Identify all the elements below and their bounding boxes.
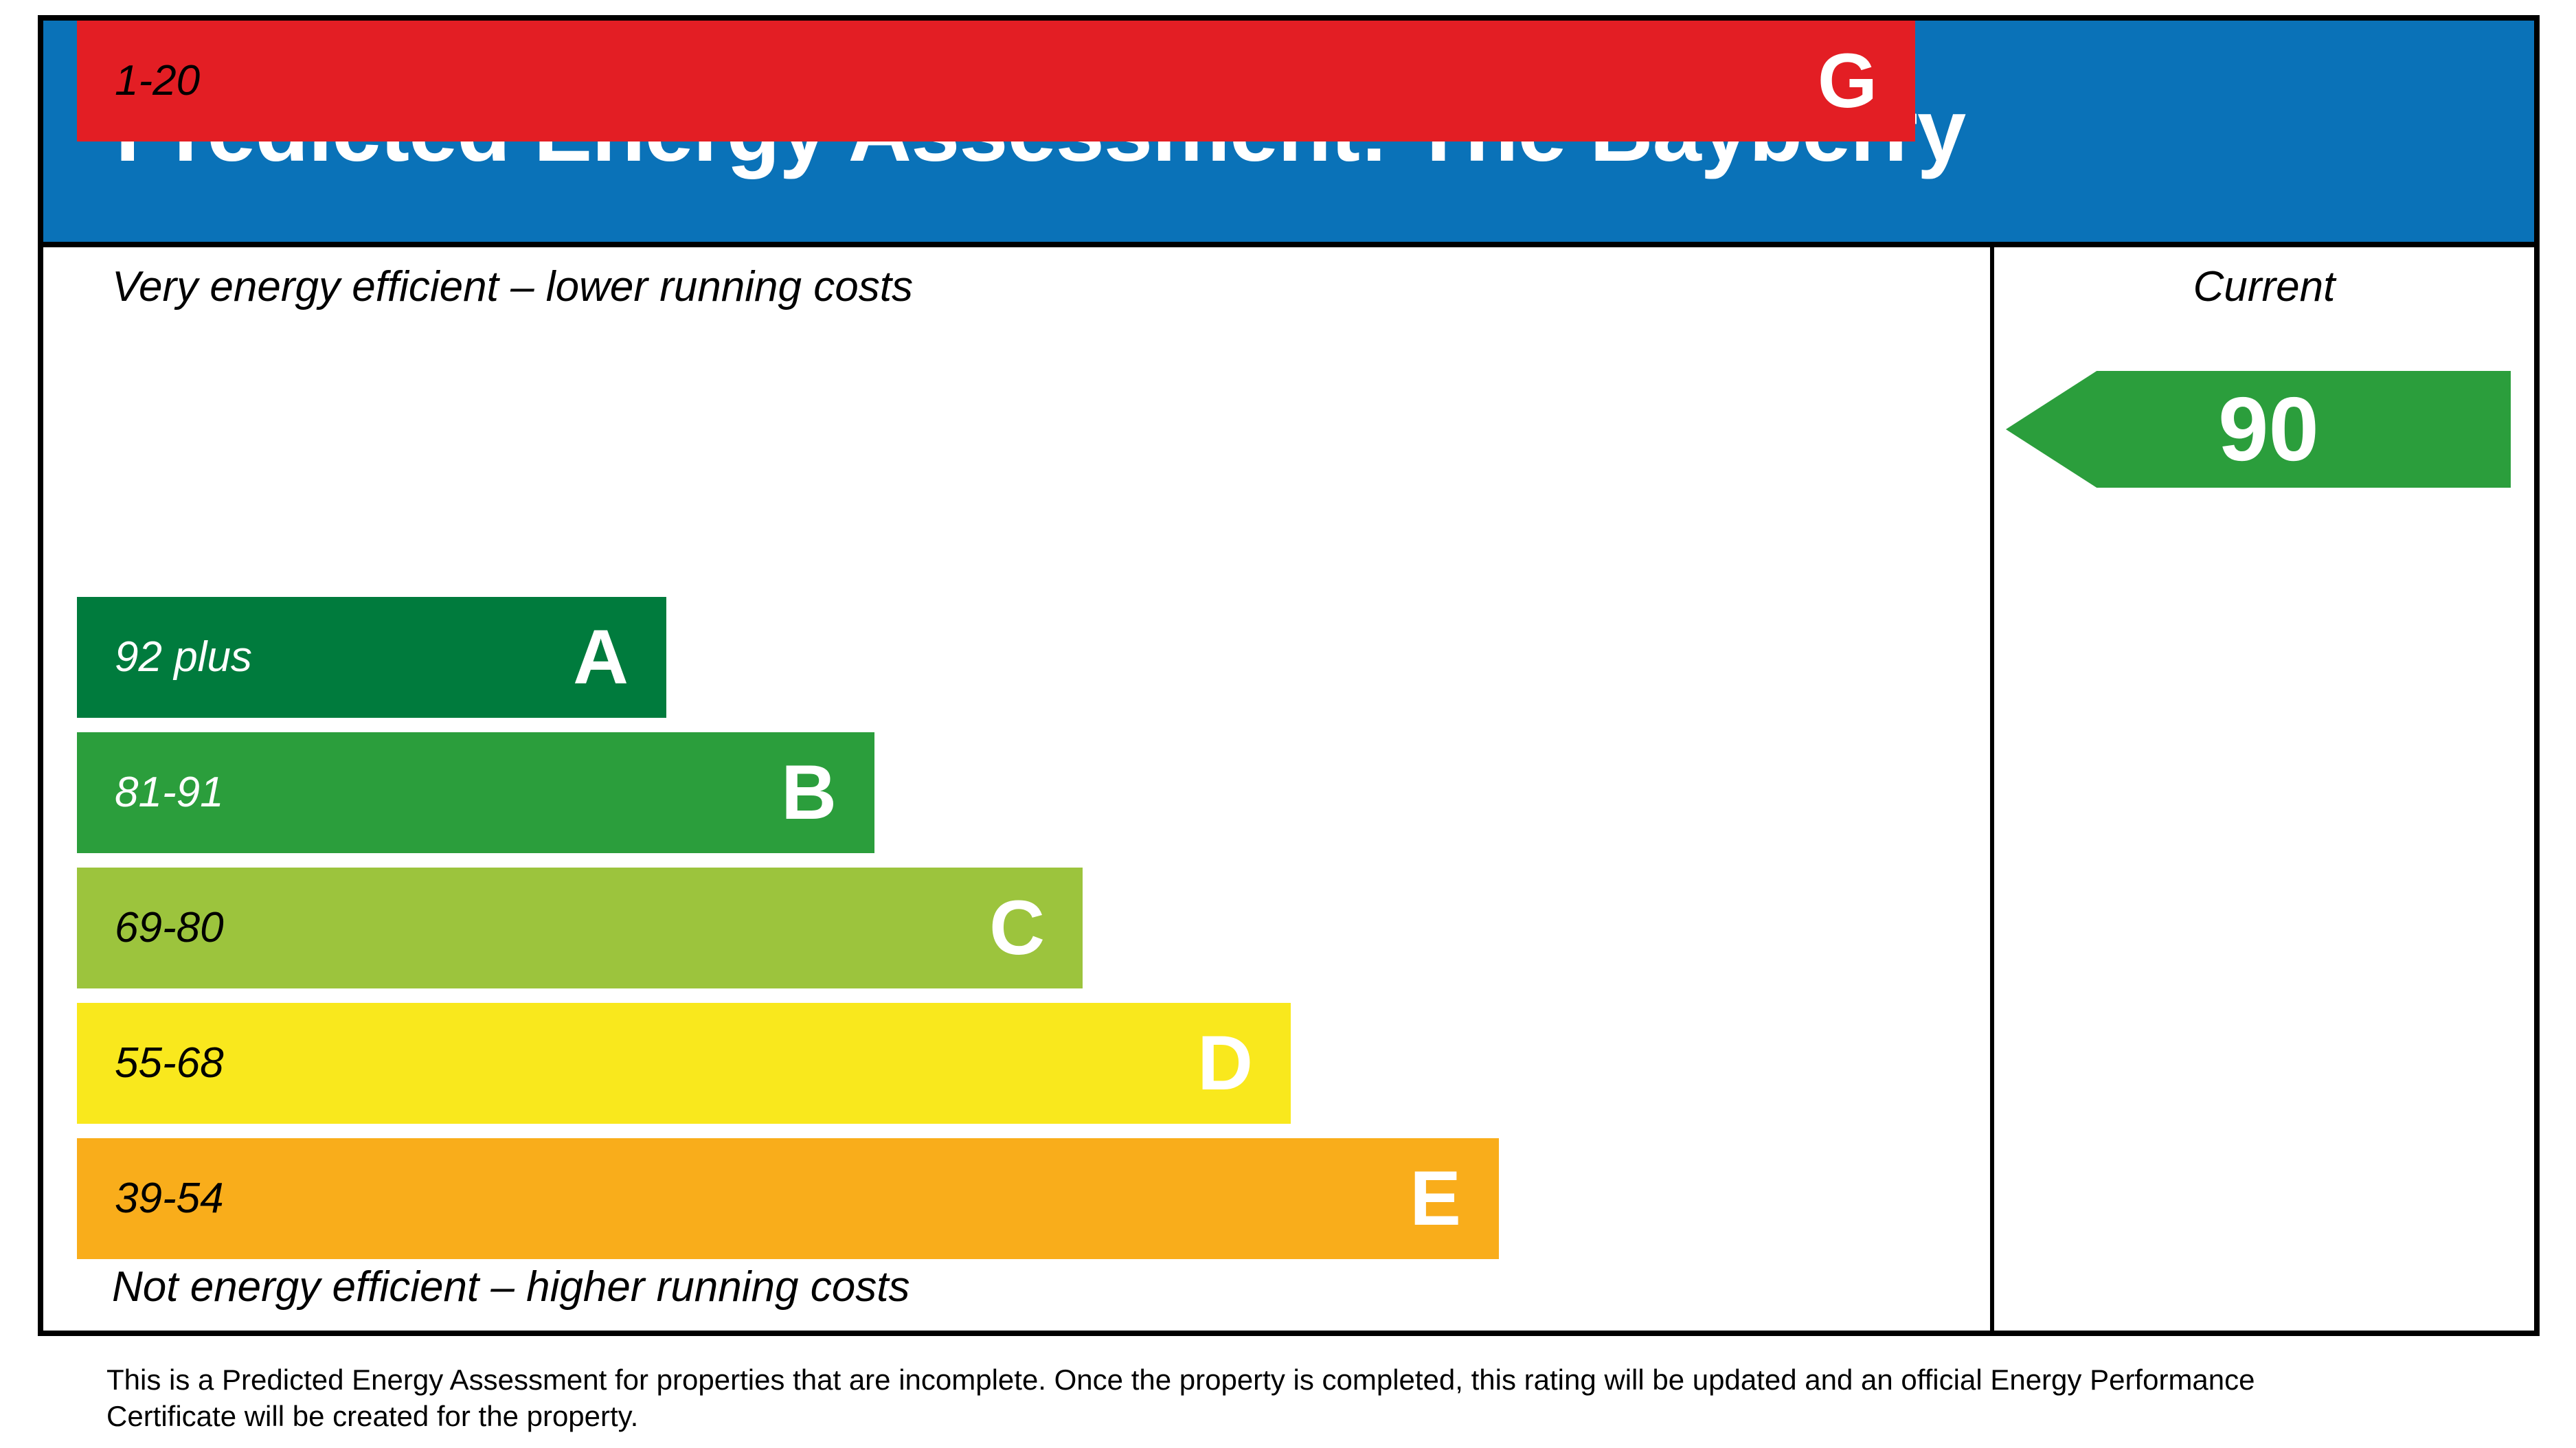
band-letter: C xyxy=(989,885,1045,971)
current-column-header: Current xyxy=(2193,263,2336,310)
band-bar-e: 39-54 E xyxy=(77,1138,1499,1259)
band-letter: B xyxy=(781,749,837,835)
band-range-label: 92 plus xyxy=(115,633,252,681)
band-letter: E xyxy=(1410,1155,1461,1241)
band-letter: A xyxy=(573,614,629,700)
band-range-label: 1-20 xyxy=(115,57,201,104)
band-bar-d: 55-68 D xyxy=(77,1003,1291,1124)
band-range-label: 55-68 xyxy=(115,1039,224,1087)
footer-line-2: Certificate will be created for the prop… xyxy=(106,1400,639,1432)
current-rating-value: 90 xyxy=(2218,378,2319,479)
footer-text: This is a Predicted Energy Assessment fo… xyxy=(106,1361,2552,1434)
epc-chart-frame: Predicted Energy Assessment: The Bayberr… xyxy=(38,15,2540,1336)
band-bar-g: 1-20 G xyxy=(77,21,1915,142)
band-range-label: 69-80 xyxy=(115,904,224,951)
band-letter: D xyxy=(1197,1020,1253,1106)
current-column-divider xyxy=(1990,247,1994,1331)
band-range-label: 81-91 xyxy=(115,769,224,816)
top-caption: Very energy efficient – lower running co… xyxy=(112,263,913,310)
band-bar-b: 81-91 B xyxy=(77,732,874,853)
band-letter: G xyxy=(1817,38,1877,124)
current-rating-arrow: 90 xyxy=(2006,371,2511,488)
band-bar-a: 92 plus A xyxy=(77,597,666,718)
band-range-label: 39-54 xyxy=(115,1175,224,1222)
band-bar-c: 69-80 C xyxy=(77,868,1083,988)
bottom-caption: Not energy efficient – higher running co… xyxy=(112,1263,910,1311)
footer-line-1: This is a Predicted Energy Assessment fo… xyxy=(106,1364,2255,1396)
